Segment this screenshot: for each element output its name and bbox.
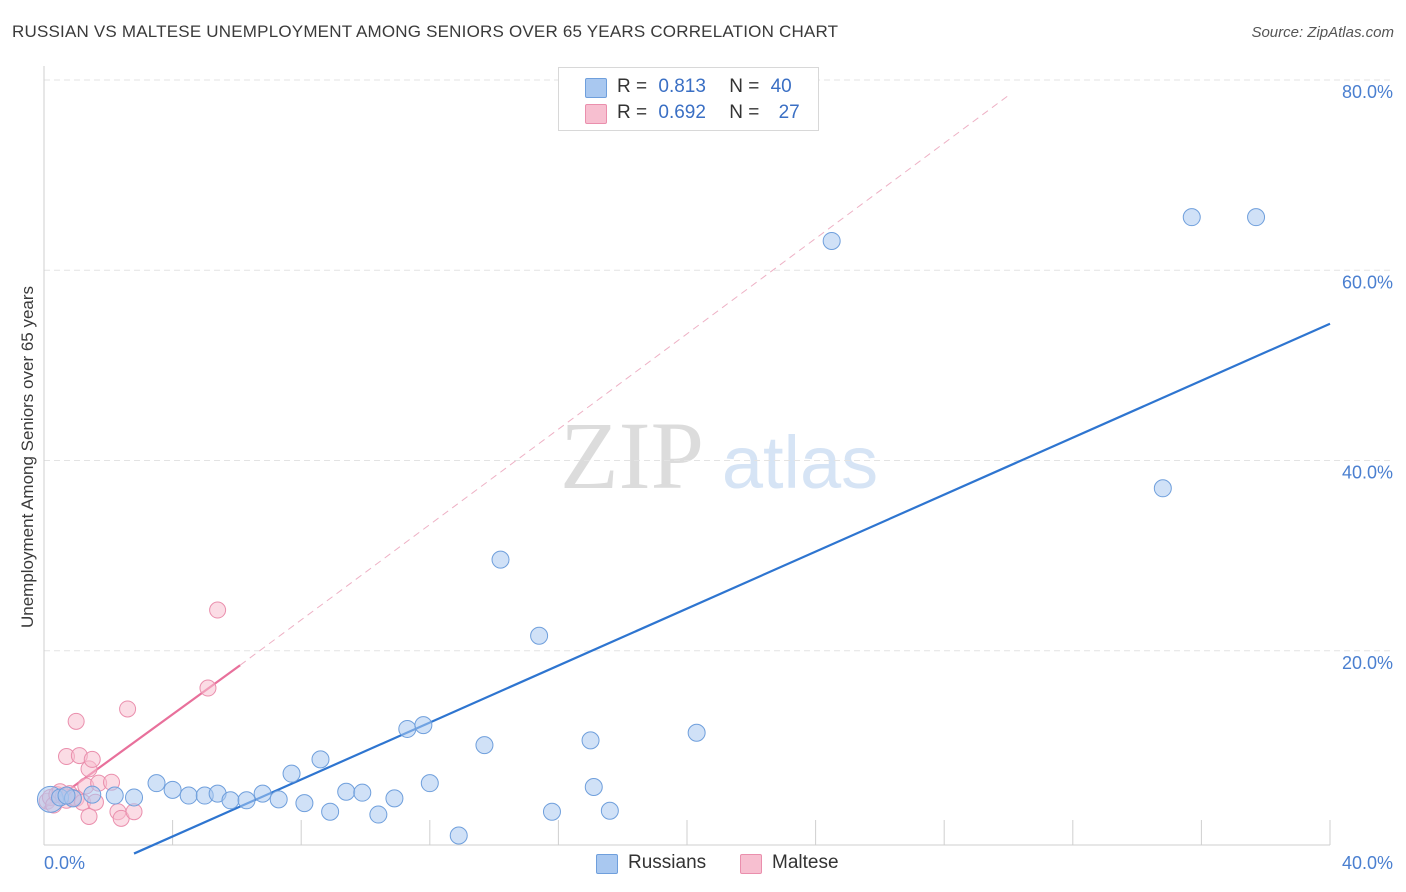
russians-n-label: N =	[729, 76, 760, 97]
maltese-trend-extension	[239, 95, 1009, 666]
maltese-point	[209, 601, 227, 619]
russians-point	[687, 723, 706, 742]
russians-point	[1247, 208, 1266, 227]
russians-point	[584, 777, 603, 796]
russians-point	[83, 785, 102, 804]
russians-points	[36, 208, 1266, 845]
maltese-point	[80, 807, 98, 825]
russians-point	[449, 826, 468, 845]
russians-point	[237, 791, 256, 810]
russians-point	[221, 791, 240, 810]
russians-r-value: 0.813	[658, 76, 706, 97]
russians-point	[269, 790, 288, 809]
russians-point	[542, 802, 561, 821]
russians-point	[475, 736, 494, 755]
x-tick-labels: 0.0% 40.0%	[44, 853, 1393, 873]
russians-trend-line	[133, 322, 1331, 855]
watermark: ZIP atlas	[560, 402, 878, 509]
maltese-point	[83, 750, 101, 768]
y-tick-label: 40.0%	[1342, 463, 1393, 483]
russians-point	[353, 783, 372, 802]
x-tick-label-min: 0.0%	[44, 853, 85, 873]
russians-point	[1182, 208, 1201, 227]
russians-point	[321, 802, 340, 821]
russians-point	[822, 231, 841, 250]
russians-point	[420, 774, 439, 793]
axes	[43, 66, 1330, 846]
russians-point	[147, 774, 166, 793]
russians-point	[163, 780, 182, 799]
maltese-point	[67, 712, 85, 730]
russians-point	[369, 805, 388, 824]
maltese-point	[199, 679, 217, 697]
watermark-atlas: atlas	[722, 421, 878, 504]
russians-point	[105, 786, 124, 805]
y-tick-labels: 20.0% 40.0% 60.0% 80.0%	[1342, 82, 1393, 673]
russians-point	[398, 719, 417, 738]
russians-point	[581, 731, 600, 750]
source-label: Source: ZipAtlas.com	[1251, 24, 1394, 41]
russians-point	[253, 784, 272, 803]
maltese-swatch	[585, 104, 607, 124]
y-tick-label: 60.0%	[1342, 272, 1393, 292]
maltese-legend-swatch	[740, 854, 762, 874]
russians-point	[57, 786, 76, 805]
russians-legend-swatch	[596, 854, 618, 874]
russians-point	[414, 716, 433, 735]
y-tick-label: 80.0%	[1342, 82, 1393, 102]
russians-swatch	[585, 78, 607, 98]
grid-lines	[44, 79, 1392, 845]
correlation-legend: R = 0.813 N = 40 R = 0.692 N = 27	[558, 67, 819, 131]
x-tick-label-max: 40.0%	[1342, 853, 1393, 873]
watermark-zip: ZIP	[560, 402, 704, 509]
russians-legend-label: Russians	[628, 852, 707, 873]
russians-point	[530, 626, 549, 645]
maltese-r-label: R =	[617, 102, 648, 123]
russians-point	[311, 750, 330, 769]
maltese-point	[119, 700, 137, 718]
russians-point	[295, 794, 314, 813]
russians-point	[282, 764, 301, 783]
y-axis-label: Unemployment Among Seniors over 65 years	[18, 286, 37, 628]
y-tick-label: 20.0%	[1342, 653, 1393, 673]
russians-n-value: 40	[770, 76, 792, 97]
russians-point	[600, 801, 619, 820]
russians-point	[179, 786, 198, 805]
maltese-n-label: N =	[729, 102, 760, 123]
maltese-legend-label: Maltese	[772, 852, 839, 873]
russians-point	[385, 789, 404, 808]
russians-point	[491, 550, 510, 569]
chart-title: RUSSIAN VS MALTESE UNEMPLOYMENT AMONG SE…	[12, 22, 839, 41]
maltese-r-value: 0.692	[658, 102, 706, 123]
russians-r-label: R =	[617, 76, 648, 97]
russians-point	[1153, 479, 1172, 498]
russians-point	[337, 782, 356, 801]
maltese-n-value: 27	[778, 102, 800, 123]
russians-point	[125, 788, 144, 807]
